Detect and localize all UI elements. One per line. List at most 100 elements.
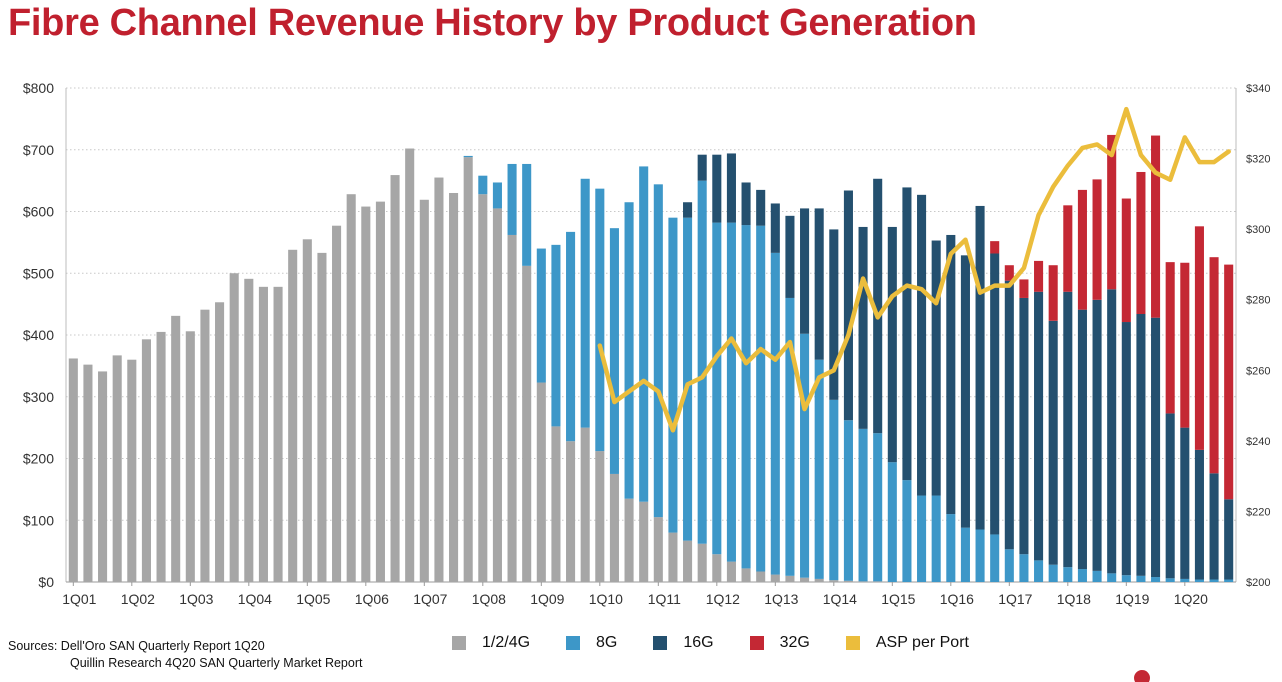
x-tick-label: 1Q15 <box>881 591 915 607</box>
bar-segment <box>712 154 722 223</box>
y2-tick-label: $260 <box>1246 365 1270 377</box>
bar-segment <box>1107 289 1117 574</box>
bar-segment <box>975 529 985 582</box>
bar-segment <box>346 194 356 582</box>
bar-segment <box>112 355 122 582</box>
bar-segment <box>419 199 429 582</box>
bar-segment <box>624 498 634 582</box>
bar-segment <box>522 265 532 582</box>
x-tick-label: 1Q09 <box>530 591 564 607</box>
bar-segment <box>1004 265 1014 281</box>
bar-segment <box>1209 257 1219 474</box>
bar-segment <box>946 514 956 582</box>
bar-segment <box>843 190 853 421</box>
bar-segment <box>873 433 883 582</box>
bar-segment <box>507 234 517 582</box>
bar-segment <box>800 577 810 582</box>
bar-segment <box>858 226 868 429</box>
bar-segment <box>712 554 722 582</box>
y2-tick-label: $240 <box>1246 436 1270 448</box>
y2-tick-label: $280 <box>1246 295 1270 307</box>
bar-segment <box>566 441 576 582</box>
bar-segment <box>492 208 502 582</box>
bar-segment <box>960 255 970 528</box>
y-tick-label: $0 <box>38 574 54 590</box>
legend-label: 16G <box>683 634 714 651</box>
bar-segment <box>1019 279 1029 298</box>
bar-segment <box>1165 262 1175 414</box>
bar-segment <box>814 208 824 360</box>
bar-segment <box>288 249 298 583</box>
legend-item-124g: 1/2/4G <box>452 634 530 652</box>
legend-swatch <box>653 636 668 650</box>
bar-segment <box>1180 427 1190 579</box>
bar-segment <box>332 225 342 582</box>
legend-swatch <box>845 636 860 650</box>
bar-segment <box>127 359 137 582</box>
x-tick-label: 1Q11 <box>648 591 681 607</box>
bar-segment <box>990 241 1000 254</box>
bar-segment <box>1048 265 1058 321</box>
bar-segment <box>244 278 254 582</box>
bar-segment <box>1092 299 1102 571</box>
source-line-1: Sources: Dell'Oro SAN Quarterly Report 1… <box>8 639 265 653</box>
bar-segment <box>171 315 181 582</box>
y-tick-label: $500 <box>23 265 54 281</box>
legend-swatch <box>566 636 581 650</box>
bar-segment <box>1048 564 1058 582</box>
y2-tick-label: $220 <box>1246 506 1270 518</box>
bar-segment <box>361 206 371 582</box>
bar-segment <box>624 202 634 499</box>
bar-segment <box>1077 189 1087 310</box>
y-tick-label: $400 <box>23 327 54 343</box>
legend-item-32g: 32G <box>749 634 810 652</box>
bar-segment <box>1077 569 1087 582</box>
y-tick-label: $700 <box>23 142 54 158</box>
bar-segment <box>200 309 210 582</box>
bar-segment <box>317 252 327 582</box>
bar-segment <box>960 527 970 582</box>
asp-line <box>597 106 1231 433</box>
bar-segment <box>902 187 912 481</box>
bar-segment <box>1194 449 1204 580</box>
sources-note: Sources: Dell'Oro SAN Quarterly Report 1… <box>8 638 362 672</box>
legend: 1/2/4G 8G 16G 32G ASP per Port <box>452 634 1005 652</box>
bar-segment <box>302 239 312 583</box>
x-tick-label: 1Q07 <box>413 591 447 607</box>
x-tick-label: 1Q05 <box>296 591 330 607</box>
bar-segment <box>741 568 751 582</box>
bar-segment <box>1107 134 1117 290</box>
bar-segment <box>1121 575 1131 582</box>
bar-segment <box>814 578 824 582</box>
bar-segment <box>902 480 912 582</box>
bar-segment <box>653 184 663 518</box>
bar-segment <box>873 581 883 582</box>
bar-segment <box>1063 567 1073 582</box>
bar-segment <box>668 217 678 533</box>
bar-segment <box>1004 549 1014 582</box>
bar-segment <box>756 571 766 582</box>
y-tick-label: $600 <box>23 204 54 220</box>
bar-segment <box>609 228 619 474</box>
x-tick-label: 1Q13 <box>764 591 798 607</box>
bar-segment <box>800 208 810 334</box>
bar-segment <box>156 331 166 582</box>
bar-segment <box>785 215 795 298</box>
bar-segment <box>1092 570 1102 582</box>
bar-segment <box>375 201 385 582</box>
bar-segment <box>829 399 839 581</box>
bar-segment <box>1063 205 1073 292</box>
y-tick-label: $300 <box>23 389 54 405</box>
bar-segment <box>887 226 897 463</box>
x-tick-label: 1Q08 <box>472 591 506 607</box>
bar-segment <box>1107 573 1117 582</box>
bar-segment <box>843 580 853 582</box>
bar-segment <box>697 543 707 582</box>
bar-segment <box>683 217 693 541</box>
x-tick-label: 1Q02 <box>121 591 155 607</box>
bar-segment <box>1180 262 1190 428</box>
bar-segment <box>639 501 649 582</box>
bar-segment <box>1136 171 1146 314</box>
bar-segment <box>492 182 502 209</box>
bar-segment <box>990 534 1000 582</box>
